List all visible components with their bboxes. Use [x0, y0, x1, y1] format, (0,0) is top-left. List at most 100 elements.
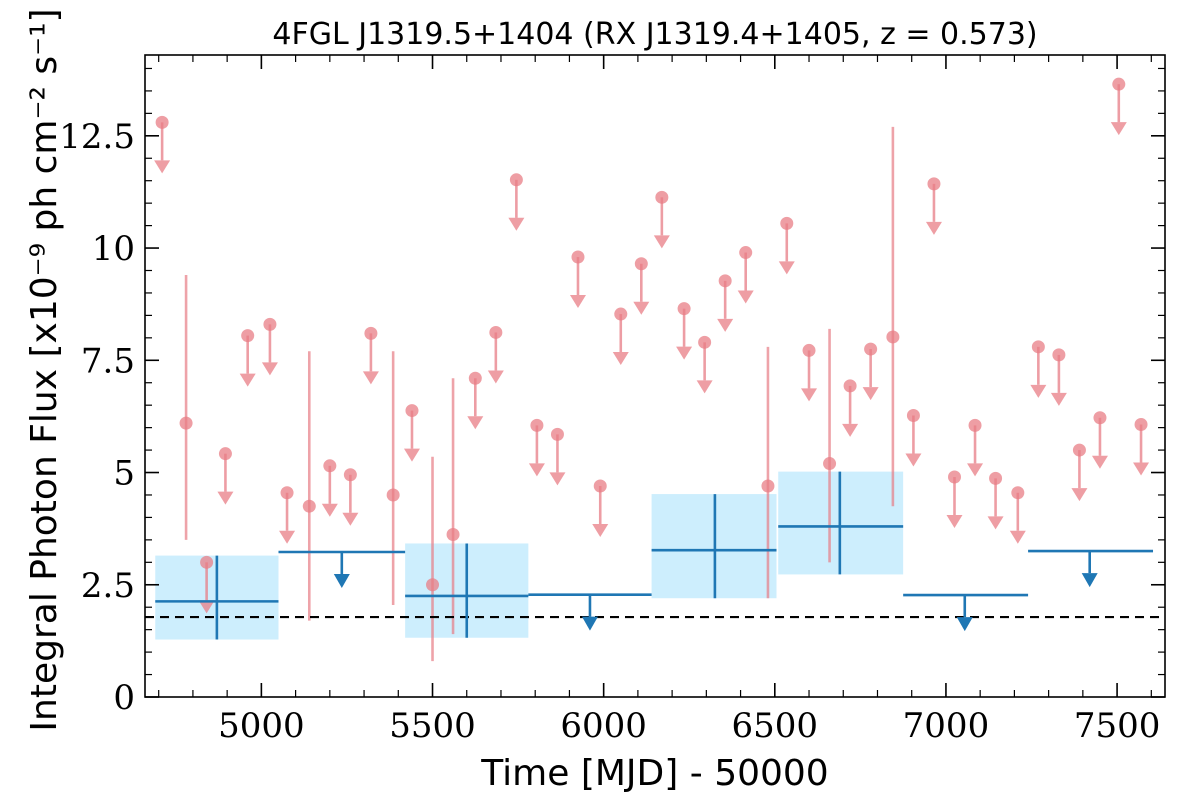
short-bin-ul-arrow	[925, 221, 942, 235]
short-bin-ul-point	[780, 216, 794, 230]
short-bin-ul-arrow	[549, 472, 566, 486]
short-bin-ul-arrow	[653, 235, 670, 249]
short-bin-ul-point	[947, 470, 961, 484]
short-bin-ul-arrow	[261, 362, 278, 376]
short-bin-ul-arrow	[569, 295, 586, 309]
short-bin-ul-arrow	[633, 301, 650, 315]
short-bin-ul-arrow	[696, 380, 713, 394]
short-bin-ul-point	[530, 418, 544, 432]
short-bin-ul-point	[802, 343, 816, 357]
short-bin-ul-point	[739, 246, 753, 260]
short-bin-ul-arrow	[1009, 530, 1026, 544]
x-tick-label: 5500	[389, 706, 476, 746]
short-bin-ul-point	[1072, 443, 1086, 457]
short-bin-point	[426, 578, 440, 592]
y-axis-label: Integral Photon Flux [x10⁻⁹ ph cm⁻² s⁻¹]	[24, 8, 65, 731]
short-bin-ul-point	[155, 115, 169, 129]
short-bin-ul-arrow	[487, 370, 504, 384]
y-tick-label: 2.5	[81, 566, 135, 606]
short-bin-ul-arrow	[239, 373, 256, 387]
short-bin-ul-point	[1093, 411, 1107, 425]
chart-title: 4FGL J1319.5+1404 (RX J1319.4+1405, z = …	[272, 17, 1037, 52]
long-bin-series	[155, 471, 1154, 640]
long-bin-uncertainty-bands	[155, 471, 904, 640]
short-bin-ul-point	[343, 468, 357, 482]
short-bin-ul-arrow	[905, 453, 922, 467]
x-tick-label: 7000	[903, 706, 990, 746]
short-bin-ul-point	[614, 307, 628, 321]
short-bin-ul-point	[405, 404, 419, 418]
short-bin-ul-point	[989, 471, 1003, 485]
x-tick-label: 6500	[732, 706, 819, 746]
short-bin-ul-arrow	[862, 387, 879, 401]
short-bin-ul-arrow	[1071, 488, 1088, 502]
short-bin-ul-arrow	[362, 371, 379, 385]
short-bin-ul-point	[655, 190, 669, 204]
short-bin-ul-arrow	[987, 516, 1004, 530]
short-bin-ul-arrow	[321, 503, 338, 517]
y-tick-label: 12.5	[59, 117, 135, 157]
short-bin-ul-point	[489, 325, 503, 339]
short-bin-ul-arrow	[528, 463, 545, 477]
short-bin-ul-arrow	[467, 416, 484, 430]
short-bin-ul-point	[1052, 348, 1066, 362]
short-bin-point	[823, 457, 837, 471]
short-bin-point	[761, 479, 775, 493]
short-bin-ul-arrow	[217, 491, 234, 505]
short-bin-ul-point	[906, 409, 920, 423]
y-tick-label: 0	[113, 678, 135, 718]
y-tick-label: 5	[113, 454, 135, 494]
short-bin-point	[302, 499, 316, 513]
short-bin-series	[154, 77, 1150, 662]
short-bin-ul-point	[593, 479, 607, 493]
long-bin-ul-arrow	[1081, 573, 1098, 588]
long-bin-ul-arrow	[333, 573, 350, 588]
short-bin-ul-arrow	[1110, 122, 1127, 136]
y-tick-label: 7.5	[81, 341, 135, 381]
short-bin-ul-arrow	[592, 523, 609, 537]
short-bin-ul-arrow	[946, 515, 963, 529]
x-tick-label: 5000	[218, 706, 305, 746]
short-bin-ul-arrow	[801, 388, 818, 402]
short-bin-ul-arrow	[967, 463, 984, 477]
short-bin-ul-point	[263, 317, 277, 331]
short-bin-ul-point	[280, 486, 294, 500]
long-bin-ul-arrow	[956, 617, 973, 632]
short-bin-ul-arrow	[198, 600, 215, 614]
short-bin-ul-point	[677, 302, 691, 316]
long-bin-ul-arrow	[581, 616, 598, 631]
short-bin-point	[179, 416, 193, 430]
short-bin-ul-arrow	[1133, 462, 1150, 476]
short-bin-ul-arrow	[737, 290, 754, 304]
short-bin-ul-point	[509, 173, 523, 187]
short-bin-ul-point	[1031, 340, 1045, 354]
short-bin-ul-point	[698, 335, 712, 349]
short-bin-ul-point	[927, 177, 941, 191]
short-bin-ul-arrow	[778, 261, 795, 275]
short-bin-ul-arrow	[612, 352, 629, 366]
short-bin-ul-point	[634, 257, 648, 271]
short-bin-ul-arrow	[279, 530, 296, 544]
short-bin-ul-point	[200, 555, 214, 569]
short-bin-ul-point	[864, 342, 878, 356]
short-bin-ul-arrow	[717, 318, 734, 332]
short-bin-ul-arrow	[403, 448, 420, 462]
short-bin-ul-arrow	[1050, 392, 1067, 406]
short-bin-point	[386, 488, 400, 502]
short-bin-ul-arrow	[154, 160, 171, 174]
short-bin-ul-point	[364, 326, 378, 340]
short-bin-ul-point	[550, 427, 564, 441]
short-bin-ul-point	[218, 447, 232, 461]
short-bin-ul-point	[241, 329, 255, 343]
y-tick-label: 10	[92, 229, 135, 269]
short-bin-point	[886, 330, 900, 344]
short-bin-ul-point	[1011, 486, 1025, 500]
short-bin-ul-point	[468, 371, 482, 385]
short-bin-ul-point	[1134, 417, 1148, 431]
short-bin-ul-point	[323, 459, 337, 473]
short-bin-ul-point	[1112, 77, 1126, 91]
short-bin-ul-point	[843, 379, 857, 393]
x-axis-ticks: 5000 5500 6000 6500 7000 7500	[158, 55, 1160, 746]
x-tick-label: 6000	[560, 706, 647, 746]
